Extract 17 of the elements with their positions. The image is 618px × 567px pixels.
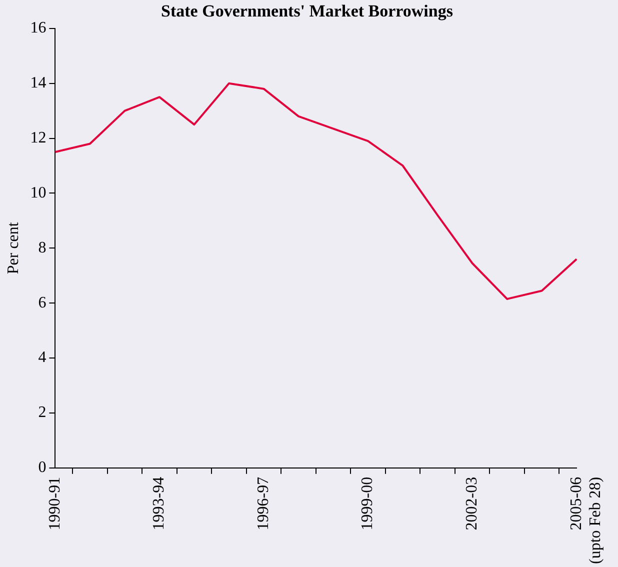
y-tick-label: 16 bbox=[30, 20, 46, 37]
y-tick-label: 10 bbox=[30, 184, 46, 202]
y-tick-label: 6 bbox=[38, 294, 46, 312]
y-tick-label: 12 bbox=[30, 129, 46, 146]
x-tick-label: 2005-06 (upto Feb 28) bbox=[568, 476, 604, 564]
x-tick-label: 1999-00 bbox=[359, 476, 376, 530]
y-tick-label: 0 bbox=[38, 459, 46, 476]
y-axis-title: Per cent bbox=[4, 222, 22, 274]
y-tick-label: 8 bbox=[38, 239, 46, 256]
x-tick-label: 1990-91 bbox=[46, 476, 64, 530]
y-tick-label: 14 bbox=[30, 74, 46, 92]
x-tick-label: 1993-94 bbox=[150, 476, 168, 530]
x-tick-label: 1996-97 bbox=[254, 476, 272, 530]
x-tick-label: 2002-03 bbox=[464, 476, 481, 530]
y-tick-label: 4 bbox=[38, 349, 46, 366]
y-tick-label: 2 bbox=[38, 404, 46, 422]
chart-title: State Governments' Market Borrowings bbox=[161, 2, 454, 21]
